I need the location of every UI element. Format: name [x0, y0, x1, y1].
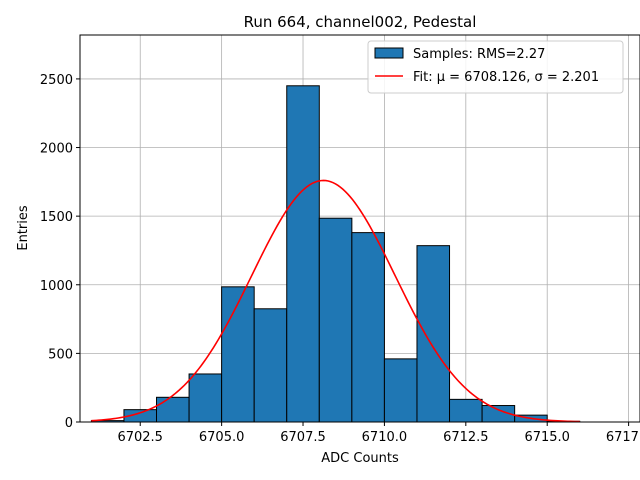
histogram-bar-8	[351, 232, 385, 423]
x-tick-label-5: 6715.0	[524, 430, 570, 445]
plot-frame	[79, 34, 640, 423]
legend: Samples: RMS=2.27 Fit: μ = 6708.126, σ =…	[367, 40, 624, 94]
histogram-bars	[90, 85, 581, 423]
x-tick-label-2: 6707.5	[280, 430, 326, 445]
y-tick-label-5: 2500	[40, 73, 73, 88]
y-axis-ticks: 0 500 1000 1500 2000 2500	[40, 73, 80, 431]
x-tick-label-3: 6710.0	[362, 430, 408, 445]
x-tick-label-6: 6717.5	[606, 430, 640, 445]
x-tick-label-0: 6702.5	[117, 430, 163, 445]
x-tick-label-1: 6705.0	[199, 430, 245, 445]
y-tick-label-4: 2000	[40, 142, 73, 157]
y-tick-label-1: 500	[48, 347, 73, 362]
legend-entry-samples: Samples: RMS=2.27	[413, 47, 545, 62]
legend-entry-fit: Fit: μ = 6708.126, σ = 2.201	[413, 70, 599, 85]
x-axis-ticks: 6702.5 6705.0 6707.5 6710.0 6712.5 6715.0 6717…	[117, 422, 640, 445]
histogram-bar-5	[253, 308, 288, 423]
chart-title: Run 664, channel002, Pedestal	[244, 13, 477, 31]
fit-curve	[91, 179, 580, 423]
histogram-bar-7	[318, 217, 353, 423]
x-axis-label: ADC Counts	[321, 451, 399, 466]
histogram-bar-4	[221, 286, 255, 423]
histogram-bar-10	[416, 245, 451, 423]
x-tick-label-4: 6712.5	[443, 430, 489, 445]
histogram-bar-2	[156, 396, 190, 423]
y-axis-label: Entries	[16, 205, 31, 251]
histogram-bar-9	[383, 358, 418, 423]
y-tick-label-3: 1500	[40, 210, 73, 225]
legend-bar-swatch	[374, 47, 404, 59]
histogram-bar-3	[188, 373, 223, 423]
histogram-bar-6	[286, 85, 320, 423]
legend-box	[367, 40, 624, 94]
y-tick-label-0: 0	[65, 416, 73, 431]
histogram-bar-11	[449, 398, 483, 423]
y-tick-label-2: 1000	[40, 279, 73, 294]
